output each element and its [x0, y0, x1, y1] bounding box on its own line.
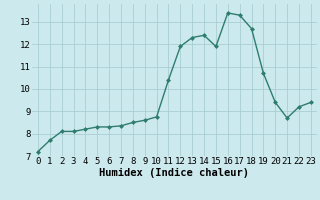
X-axis label: Humidex (Indice chaleur): Humidex (Indice chaleur) — [100, 168, 249, 178]
